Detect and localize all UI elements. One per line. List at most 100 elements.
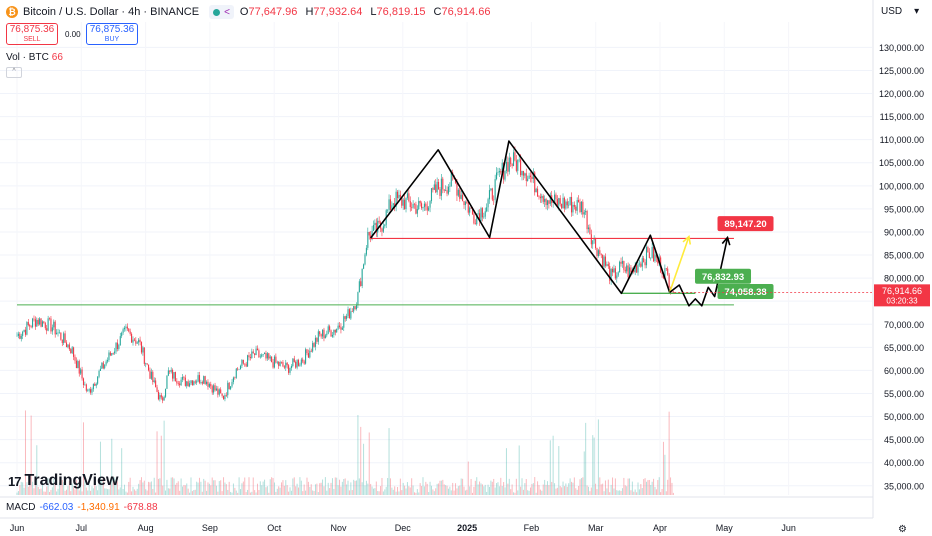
volume-bar bbox=[95, 486, 97, 495]
candle-body bbox=[310, 350, 312, 352]
candle-body bbox=[239, 365, 242, 370]
candle-body bbox=[200, 382, 202, 383]
volume-bar bbox=[387, 478, 389, 495]
candle-body bbox=[341, 327, 343, 330]
volume-bar bbox=[122, 489, 124, 495]
volume-bar bbox=[555, 488, 557, 495]
zigzag-path bbox=[669, 237, 729, 307]
price-tick-label: 65,000.00 bbox=[884, 343, 924, 353]
volume-bar bbox=[179, 490, 181, 495]
macd-legend[interactable]: MACD -662.03 -1,340.91 -678.88 bbox=[6, 502, 158, 513]
share-icon[interactable]: < bbox=[224, 6, 230, 18]
low-key: L bbox=[370, 6, 377, 18]
volume-bar bbox=[381, 477, 383, 495]
volume-bar bbox=[225, 484, 227, 495]
projection-path bbox=[668, 236, 690, 293]
volume-bar bbox=[415, 492, 417, 495]
candle-body bbox=[357, 292, 359, 305]
candle-body bbox=[347, 309, 349, 316]
candle-body bbox=[305, 349, 307, 364]
candle-body bbox=[215, 388, 218, 391]
volume-bar bbox=[269, 479, 271, 495]
volume-legend[interactable]: Vol · BTC 66 bbox=[6, 52, 63, 63]
candle-body bbox=[399, 194, 401, 197]
status-pill[interactable]: < bbox=[209, 5, 234, 19]
candle-body bbox=[262, 354, 264, 355]
volume-bar bbox=[395, 491, 397, 495]
currency-selector[interactable]: USD ▾ bbox=[881, 6, 919, 17]
candle-body bbox=[617, 272, 619, 276]
candle-body bbox=[597, 250, 599, 256]
candle-body bbox=[140, 342, 143, 353]
candle-body bbox=[159, 395, 161, 400]
candle-body bbox=[372, 225, 375, 231]
buy-button[interactable]: 76,875.36 BUY bbox=[86, 23, 138, 45]
symbol-title[interactable]: Bitcoin / U.S. Dollar · 4h · BINANCE bbox=[23, 6, 200, 18]
candle-body bbox=[264, 353, 266, 355]
candle-body bbox=[322, 329, 324, 337]
candle-body bbox=[19, 333, 21, 339]
volume-bar bbox=[650, 484, 652, 495]
annotation-box bbox=[717, 283, 774, 299]
market-open-icon bbox=[213, 8, 221, 16]
candle-body bbox=[180, 379, 182, 386]
candle-body bbox=[582, 201, 584, 215]
candle-body bbox=[665, 268, 667, 269]
candle-body bbox=[157, 391, 160, 400]
volume-bar bbox=[586, 485, 588, 495]
volume-bar bbox=[135, 490, 137, 495]
volume-bar bbox=[668, 411, 670, 495]
candle-body bbox=[628, 267, 631, 277]
candle-body bbox=[289, 368, 291, 373]
price-axis[interactable]: 130,000.00 125,000.00 120,000.00 115,000.00… bbox=[0, 0, 924, 519]
time-axis[interactable]: Jun Jul Aug Sep Oct Nov Dec 2025 Feb Mar Apr May Jun bbox=[10, 523, 796, 533]
volume-bar bbox=[104, 488, 106, 495]
price-tick-label: 60,000.00 bbox=[884, 366, 924, 376]
candle-body bbox=[473, 214, 475, 224]
candle-body bbox=[237, 368, 239, 370]
candle-body bbox=[155, 380, 157, 388]
volume-bar bbox=[66, 489, 68, 495]
volume-bar bbox=[58, 482, 60, 495]
candle-body bbox=[416, 209, 418, 214]
volume-bar bbox=[576, 489, 578, 495]
sell-button[interactable]: 76,875.36 SELL bbox=[6, 23, 58, 45]
candle-body bbox=[340, 326, 342, 330]
volume-bar bbox=[398, 491, 400, 495]
candle-body bbox=[203, 376, 205, 384]
collapse-legend-button[interactable]: ^ bbox=[6, 67, 22, 78]
candle-body bbox=[131, 333, 133, 343]
volume-bar bbox=[180, 478, 182, 495]
volume-bar bbox=[350, 482, 352, 495]
volume-bar bbox=[140, 477, 142, 495]
candle-body bbox=[504, 171, 506, 180]
volume-bar bbox=[61, 480, 63, 495]
candle-body bbox=[375, 222, 377, 233]
volume-bar bbox=[483, 486, 485, 495]
candle-body bbox=[648, 252, 650, 258]
candle-body bbox=[295, 361, 297, 368]
volume-bar bbox=[630, 490, 632, 495]
volume-bar bbox=[57, 488, 59, 495]
candle-body bbox=[614, 268, 616, 279]
candle-body bbox=[244, 363, 246, 365]
candle-body bbox=[162, 397, 164, 401]
candle-body bbox=[256, 348, 259, 351]
volume-bar bbox=[370, 483, 372, 495]
volume-bar bbox=[603, 491, 605, 495]
volume-bar bbox=[445, 485, 447, 495]
volume-bar bbox=[150, 481, 152, 495]
volume-bar bbox=[419, 483, 421, 495]
volume-bar bbox=[660, 492, 662, 495]
volume-bar bbox=[97, 490, 99, 495]
candle-body bbox=[116, 342, 118, 349]
volume-bar bbox=[529, 487, 531, 495]
candle-body bbox=[303, 361, 305, 364]
volume-bar bbox=[314, 484, 316, 495]
volume-bar bbox=[484, 484, 486, 495]
candle-body bbox=[56, 332, 58, 335]
candle-body bbox=[548, 200, 550, 204]
gear-icon[interactable]: ⚙ bbox=[898, 524, 907, 535]
time-tick-label: Feb bbox=[524, 523, 540, 533]
